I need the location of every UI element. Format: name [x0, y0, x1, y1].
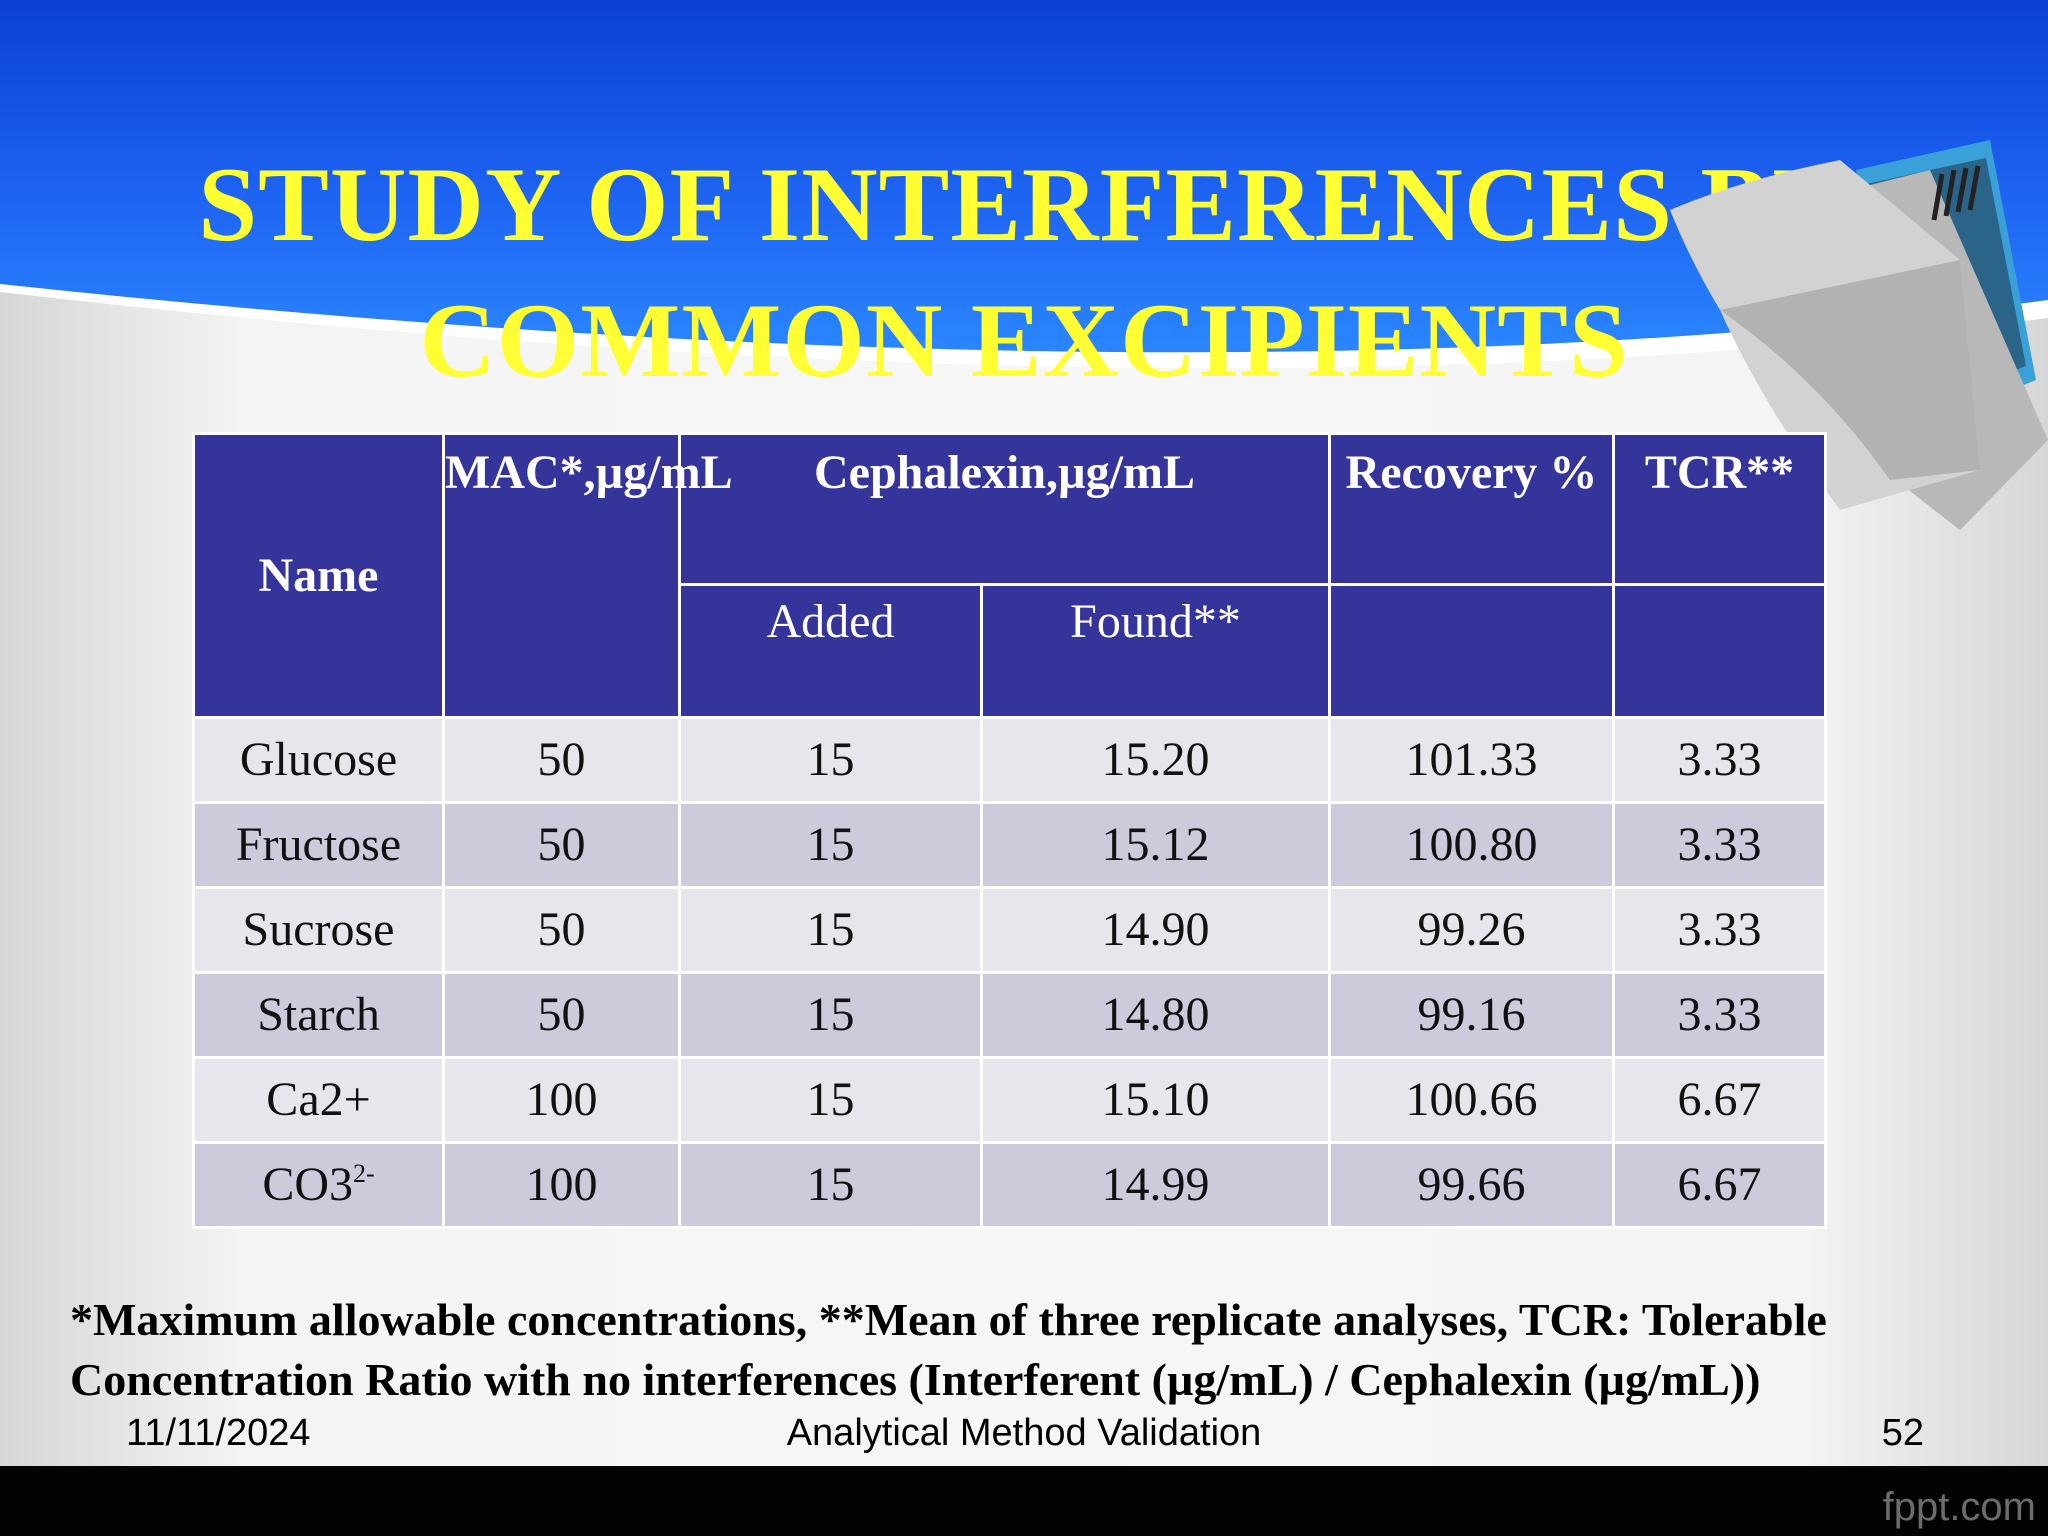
header-found: Found**	[980, 583, 1331, 719]
cell-added: 15	[678, 971, 983, 1059]
footer-date: 11/11/2024	[126, 1412, 311, 1454]
cell-tcr: 3.33	[1612, 716, 1827, 804]
cell-found: 14.90	[980, 886, 1331, 974]
header-name: Name	[192, 432, 445, 719]
title-line-1: STUDY OF INTERFERENCES BY	[198, 146, 1850, 264]
table-row: Glucose 50 15 15.20 101.33 3.33	[192, 716, 1827, 804]
cell-added: 15	[678, 1056, 983, 1144]
cell-found: 14.80	[980, 971, 1331, 1059]
interference-table: Name MAC*,µg/mL Cephalexin,µg/mL Recover…	[192, 432, 1827, 1229]
cell-mac: 50	[442, 801, 681, 889]
footnote: *Maximum allowable concentrations, **Mea…	[70, 1290, 2030, 1410]
cell-added: 15	[678, 716, 983, 804]
cell-name: CO32-	[192, 1141, 445, 1229]
header-band	[0, 0, 2048, 369]
header-recovery: Recovery %	[1328, 432, 1615, 586]
cell-recovery: 99.66	[1328, 1141, 1615, 1229]
cell-tcr: 6.67	[1612, 1141, 1827, 1229]
cell-tcr: 3.33	[1612, 801, 1827, 889]
cell-added: 15	[678, 1141, 983, 1229]
cell-tcr: 3.33	[1612, 971, 1827, 1059]
cell-name: Ca2+	[192, 1056, 445, 1144]
cell-tcr: 3.33	[1612, 886, 1827, 974]
header-recovery-blank	[1328, 583, 1615, 719]
cell-tcr: 6.67	[1612, 1056, 1827, 1144]
cell-found: 14.99	[980, 1141, 1331, 1229]
table-row: CO32- 100 15 14.99 99.66 6.67	[192, 1141, 1827, 1229]
header-tcr-blank	[1612, 583, 1827, 719]
cell-mac: 50	[442, 716, 681, 804]
slide-title: STUDY OF INTERFERENCES BY COMMON EXCIPIE…	[0, 137, 2048, 409]
slide-number: 52	[1881, 1412, 1924, 1454]
cell-name: Glucose	[192, 716, 445, 804]
cell-mac: 100	[442, 1056, 681, 1144]
cell-added: 15	[678, 801, 983, 889]
cell-recovery: 100.66	[1328, 1056, 1615, 1144]
cell-name-superscript: 2-	[353, 1159, 375, 1188]
header-tcr: TCR**	[1612, 432, 1827, 586]
cell-found: 15.12	[980, 801, 1331, 889]
cell-recovery: 99.16	[1328, 971, 1615, 1059]
notebook-decoration	[1670, 140, 2048, 530]
bottom-bar	[0, 1466, 2048, 1536]
cell-mac: 100	[442, 1141, 681, 1229]
cell-recovery: 100.80	[1328, 801, 1615, 889]
cell-name: Sucrose	[192, 886, 445, 974]
cell-recovery: 99.26	[1328, 886, 1615, 974]
header-cephalexin: Cephalexin,µg/mL	[678, 432, 1331, 586]
table-row: Sucrose 50 15 14.90 99.26 3.33	[192, 886, 1827, 974]
cell-found: 15.20	[980, 716, 1331, 804]
table-row: Ca2+ 100 15 15.10 100.66 6.67	[192, 1056, 1827, 1144]
table-row: Starch 50 15 14.80 99.16 3.33	[192, 971, 1827, 1059]
cell-found: 15.10	[980, 1056, 1331, 1144]
header-added: Added	[678, 583, 983, 719]
cell-added: 15	[678, 886, 983, 974]
cell-recovery: 101.33	[1328, 716, 1615, 804]
footnote-line-2: Concentration Ratio with no interference…	[70, 1354, 1761, 1405]
footnote-line-1: *Maximum allowable concentrations, **Mea…	[70, 1294, 1827, 1345]
table-subheader-row: Added Found**	[194, 583, 1827, 719]
table-row: Fructose 50 15 15.12 100.80 3.33	[192, 801, 1827, 889]
cell-name: Starch	[192, 971, 445, 1059]
brand-watermark: fppt.com	[1882, 1485, 2036, 1529]
cell-mac: 50	[442, 971, 681, 1059]
header-mac: MAC*,µg/mL	[442, 432, 733, 719]
table-header-row: Name MAC*,µg/mL Cephalexin,µg/mL Recover…	[192, 432, 1827, 719]
title-line-2: COMMON EXCIPIENTS	[419, 282, 1629, 400]
footer-title: Analytical Method Validation	[786, 1412, 1262, 1454]
cell-mac: 50	[442, 886, 681, 974]
cell-name: Fructose	[192, 801, 445, 889]
